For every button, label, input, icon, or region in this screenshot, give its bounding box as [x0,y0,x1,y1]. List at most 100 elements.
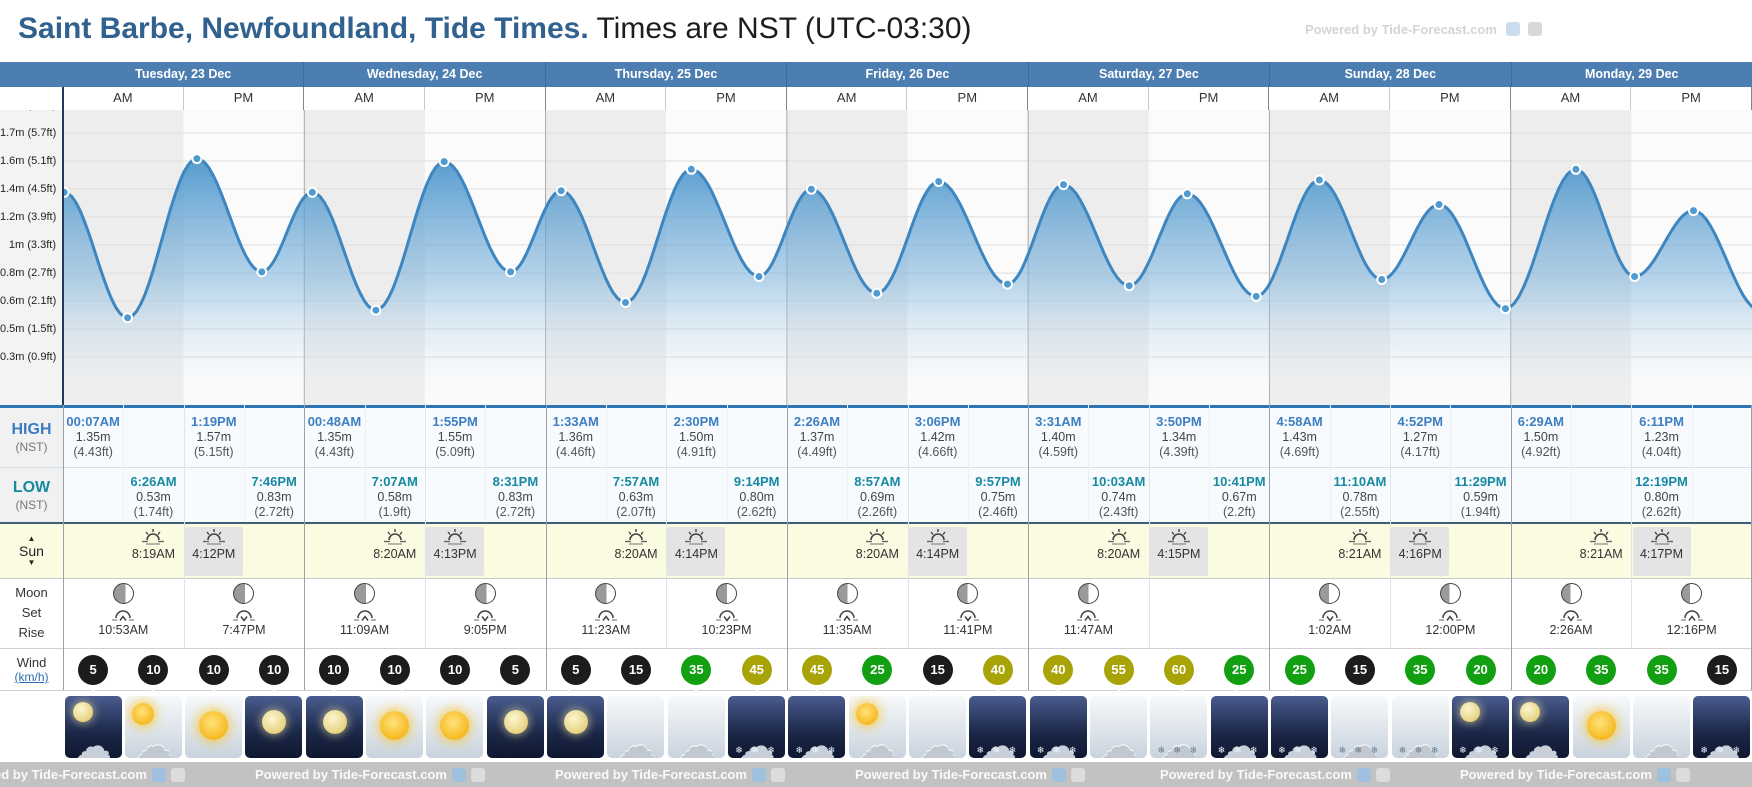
moon-icon [1520,702,1541,722]
wind-speed-badge: 55 [1103,655,1134,693]
moon-phase-icon [1681,583,1703,604]
weather-tile-cloud-snow-icon: ☁ ❄ ❄ ❄ [1693,696,1751,758]
collapse-down-icon[interactable]: ▼ [27,558,36,567]
sunrise-time: 8:20AM [1097,547,1141,561]
path [356,610,373,619]
tide-extreme-marker [1002,278,1013,290]
ampm-header-cells: AM PM AM PM AM PM AM PM AM PM AM PM AM PM [63,87,1752,110]
day-separator-line [1510,405,1512,690]
low-tide-entry-height-ft: (1.9ft) [378,505,412,519]
tide-extreme-marker [555,185,567,197]
footer-powered-by-link[interactable]: Powered by Tide-Forecast.com [0,762,185,787]
wind-direction-arrow-icon [470,666,478,674]
low-tide-entry: 7:46PM 0.83m (2.72ft) [229,474,319,521]
tide-area-fill [63,158,1752,405]
moonset-icon [715,610,738,622]
footer-powered-by-link[interactable]: Powered by Tide-Forecast.com [255,762,485,787]
weather-tile-moon-icon [486,696,544,758]
quarter-separator-line [847,405,849,522]
moon-icon [72,702,93,722]
wind-speed-badge: 40 [982,655,1013,693]
high-tide-entry-time: 2:30PM [673,414,720,429]
collapse-up-icon[interactable]: ▲ [27,534,36,543]
low-tide-entry-time: 10:41PM [1212,474,1266,489]
tide-extreme-marker [438,156,450,168]
weather-tile-cloud-snow-icon: ☁ ❄ ❄ ❄ [788,696,846,758]
halfday-separator-line [183,405,185,648]
moonset-icon [1318,610,1341,622]
moonrise-icon [594,610,617,621]
ampm-cell: PM [1149,87,1270,110]
sunset-cell: 4:13PM [426,527,485,576]
wind-label-text: Wind [16,655,47,670]
sunrise-cell: 8:20AM [607,527,665,561]
footer-bar: Powered by Tide-Forecast.com Powered by T… [0,762,1752,787]
wind-speed-badge: 25 [862,655,900,685]
moon-rise-label-text: Rise [18,625,45,640]
wind-speed-value: 20 [1473,662,1488,677]
low-tide-entry-height-m: 0.63m [618,489,654,504]
footer-app-icon [151,768,166,782]
sunset-time: 4:14PM [674,547,718,561]
weather-tile-cloud-icon: ☁ [909,696,966,758]
low-tide-entry-height-m: 0.80m [739,489,775,504]
low-tide-entry: 10:03AM 0.74m (2.43ft) [1074,474,1164,521]
low-tide-entry: 9:14PM 0.80m (2.62ft) [712,474,802,521]
high-tide-entry: 1:55PM 1.55m (5.09ft) [410,414,500,461]
sun-row: ▲ Sun ▼ 8:19AM 4:12PM 8:20AM 4:13PM 8:20AM 4:… [0,522,1752,578]
sunset-cell: 4:14PM [908,527,967,576]
moon-phase-icon [836,583,858,604]
wind-unit-link[interactable]: (km/h) [14,670,49,684]
sun-icon [440,711,470,740]
ampm-cell: AM [304,87,425,110]
low-label-text: LOW [12,478,51,496]
sunset-icon [1409,529,1432,545]
sunset-icon [444,529,467,545]
day-header-cell: Wednesday, 24 Dec [303,62,544,87]
low-tide-entry-height-m: 0.67m [1221,489,1257,504]
snowflakes-icon: ❄ ❄ ❄ [735,745,778,755]
wind-row: Wind (km/h) 5 10 10 10 10 10 10 5 5 15 35 45 45 25 15 4… [0,647,1752,693]
weather-tile-cloud-snow-icon: ☁ ❄ ❄ ❄ [969,696,1027,758]
footer-app-icon [1656,768,1671,782]
high-tide-entry-height-m: 1.50m [679,429,714,444]
sunset-icon [689,533,704,541]
moon-event-time: 10:23PM [701,623,752,637]
powered-by-watermark[interactable]: Powered by Tide-Forecast.com [1305,22,1543,37]
low-tide-entry-height-ft: (2.07ft) [616,505,656,519]
yaxis-tick-label: 1.2m (3.9ft) [0,210,57,223]
moon-event-cell: 12:16PM [1642,583,1742,637]
sunrise-icon [628,531,632,535]
sunrise-icon [1111,531,1115,535]
day-header-cell: Saturday, 27 Dec [1027,62,1269,87]
footer-powered-by-link[interactable]: Powered by Tide-Forecast.com [1160,762,1390,787]
wind-speed-value: 10 [146,662,161,677]
cloud-icon: ☁ [1401,726,1440,758]
high-tide-entry-height-ft: (4.49ft) [797,445,837,459]
moonrise-icon [353,610,376,621]
footer-app-icon [1375,768,1390,782]
sunrise-icon [387,531,391,535]
footer-powered-by-link[interactable]: Powered by Tide-Forecast.com [555,762,785,787]
footer-powered-by-link[interactable]: Powered by Tide-Forecast.com [1460,762,1690,787]
powered-by-watermark-text[interactable]: Powered by Tide-Forecast.com [1305,22,1497,37]
footer-powered-by-link[interactable]: Powered by Tide-Forecast.com [855,762,1085,787]
wind-speed-badge: 5 [500,655,535,689]
cloud-icon: ☁ [1702,726,1741,758]
moon-icon [322,710,347,734]
weather-tile-cloud-snow-icon: ☁ ❄ ❄ ❄ [1331,696,1389,758]
footer-app-icon [470,768,485,782]
weather-tile-cloud-snow-icon: ☁ ❄ ❄ ❄ [1210,696,1268,758]
moon-event-cell: 10:23PM [677,583,777,637]
weather-tile-sun-icon [185,696,243,758]
moonset-icon [232,610,255,622]
moon-set-label-text: Set [21,605,42,620]
moon-event-time: 12:16PM [1666,623,1717,637]
moon-event-time: 11:09AM [340,623,390,637]
high-tide-entry-height-ft: (4.17ft) [1400,445,1441,459]
high-tide-entry: 00:07AM 1.35m (4.43ft) [48,414,138,461]
snowflakes-icon: ❄ ❄ ❄ [1157,745,1201,755]
high-tide-entry-height-m: 1.57m [196,429,232,444]
wind-speed-value: 10 [447,662,463,677]
high-tide-entry-height-m: 1.34m [1161,429,1197,444]
